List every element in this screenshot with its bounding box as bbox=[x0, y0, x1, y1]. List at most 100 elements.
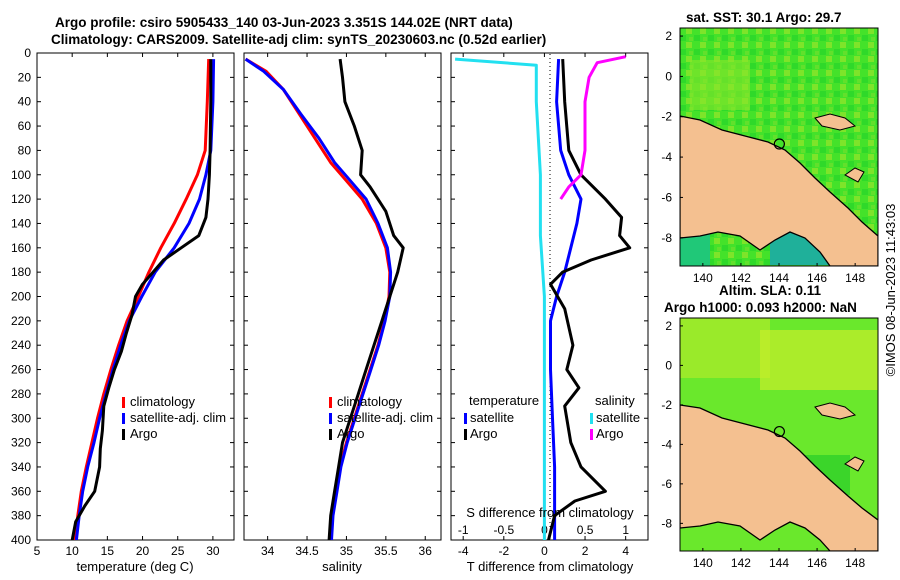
legend-swatch-climatology bbox=[122, 397, 125, 408]
sla-float-marker bbox=[773, 425, 785, 438]
sst-island bbox=[814, 113, 857, 131]
depth-tick-label: 120 bbox=[11, 192, 31, 206]
x2tick-label: -0.5 bbox=[493, 523, 514, 537]
temperature-panel: 5 10 15 20 25 30 bbox=[34, 52, 235, 558]
depth-tick-label: 60 bbox=[18, 119, 32, 133]
series-salinity-argo bbox=[559, 55, 627, 200]
depth-tick-label: 0 bbox=[24, 46, 31, 60]
legend-swatch-climatology bbox=[329, 397, 332, 408]
xtick-label: -2 bbox=[498, 544, 509, 558]
map-xtick-label: 140 bbox=[693, 271, 713, 285]
difference-ticks: -4 -2 0 2 4-1 -0.5 0 0.5 1 bbox=[451, 52, 648, 558]
xtick-label: 30 bbox=[206, 544, 220, 558]
map-ytick-label: 0 bbox=[665, 69, 672, 83]
x2tick-label: 0.5 bbox=[577, 523, 594, 537]
legend-swatch-satellite bbox=[122, 413, 125, 424]
xtick-label: 15 bbox=[101, 544, 115, 558]
sla-map-ticks: 140 142 144 146 148 2 0 -2 -4 -6 -8 bbox=[661, 319, 865, 570]
depth-tick-labels: 0 20 40 60 80 100 120 140 160 180 200 220 240 260 280 3… bbox=[11, 46, 31, 547]
map-ytick-label: -8 bbox=[661, 516, 672, 530]
depth-tick-label: 100 bbox=[11, 168, 31, 182]
legend-satellite: satellite-adj. clim bbox=[130, 410, 226, 425]
depth-tick-label: 300 bbox=[11, 411, 31, 425]
xtick-label: -4 bbox=[458, 544, 469, 558]
header-line1: Argo profile: csiro 5905433_140 03-Jun-2… bbox=[55, 15, 513, 30]
legend-satellite: satellite-adj. clim bbox=[337, 410, 433, 425]
map-ytick-label: -2 bbox=[661, 398, 672, 412]
map-xtick-label: 148 bbox=[845, 271, 865, 285]
depth-tick-label: 220 bbox=[11, 314, 31, 328]
map-ytick-label: -4 bbox=[661, 150, 672, 164]
salinity-legend: climatology satellite-adj. clim Argo bbox=[329, 394, 433, 441]
sla-high-patch bbox=[760, 330, 878, 390]
sst-map-ticks: 140 142 144 146 148 2 0 -2 -4 -6 -8 bbox=[661, 29, 865, 285]
salinity-axes bbox=[243, 52, 442, 541]
series-argo bbox=[327, 58, 405, 540]
map-xtick-label: 144 bbox=[769, 271, 789, 285]
x2tick-label: 1 bbox=[622, 523, 629, 537]
difference-x2label: S difference from climatology bbox=[466, 505, 634, 520]
depth-tick-label: 400 bbox=[11, 533, 31, 547]
legend-swatch-argo bbox=[329, 429, 332, 440]
series-salinity-satellite bbox=[454, 57, 546, 540]
depth-tick-label: 80 bbox=[18, 143, 32, 157]
map-ytick-label: -2 bbox=[661, 110, 672, 124]
legend-swatch-satellite bbox=[329, 413, 332, 424]
difference-xlabel: T difference from climatology bbox=[467, 559, 634, 574]
depth-tick-label: 240 bbox=[11, 338, 31, 352]
sla-map: 140 142 144 146 148 2 0 -2 -4 -6 -8 bbox=[661, 317, 879, 570]
xtick-label: 25 bbox=[171, 544, 185, 558]
legend-climatology: climatology bbox=[130, 394, 196, 409]
legend-sal-satellite: satellite bbox=[596, 410, 640, 425]
depth-tick-label: 280 bbox=[11, 387, 31, 401]
sst-warm-patch bbox=[690, 60, 750, 110]
sla-island bbox=[844, 456, 865, 472]
temperature-ticks: 5 10 15 20 25 30 bbox=[34, 52, 234, 558]
temperature-legend: climatology satellite-adj. clim Argo bbox=[122, 394, 226, 441]
legend-climatology: climatology bbox=[337, 394, 403, 409]
map-ytick-label: -6 bbox=[661, 190, 672, 204]
sla-island bbox=[814, 402, 857, 420]
map-xtick-label: 146 bbox=[807, 556, 827, 570]
depth-tick-label: 140 bbox=[11, 216, 31, 230]
depth-tick-label: 320 bbox=[11, 436, 31, 450]
temperature-xlabel: temperature (deg C) bbox=[76, 559, 193, 574]
map-xtick-label: 146 bbox=[807, 271, 827, 285]
legend-swatch-temp-argo bbox=[464, 429, 467, 440]
xtick-label: 36 bbox=[419, 544, 433, 558]
difference-legend: temperature satellite Argo salinity sate… bbox=[464, 393, 640, 441]
header-line2: Climatology: CARS2009. Satellite-adj cli… bbox=[51, 32, 547, 47]
legend-swatch-sal-satellite bbox=[590, 413, 593, 424]
salinity-xlabel: salinity bbox=[322, 559, 362, 574]
temperature-lines bbox=[70, 59, 216, 540]
depth-tick-label: 380 bbox=[11, 509, 31, 523]
series-satellite-adj-clim bbox=[244, 57, 393, 540]
map-ytick-label: 0 bbox=[665, 358, 672, 372]
series-argo bbox=[70, 59, 213, 540]
difference-lines bbox=[454, 55, 632, 540]
difference-panel: -4 -2 0 2 4-1 -0.5 0 0.5 1 bbox=[450, 52, 649, 558]
sla-high-patch bbox=[680, 318, 770, 378]
depth-tick-label: 40 bbox=[18, 95, 32, 109]
map-xtick-label: 142 bbox=[731, 271, 751, 285]
imos-credit: ©IMOS 08-Jun-2023 11:43:03 bbox=[883, 204, 898, 377]
map-xtick-label: 144 bbox=[769, 556, 789, 570]
xtick-label: 10 bbox=[65, 544, 79, 558]
sst-float-marker bbox=[773, 138, 785, 150]
legend-argo: Argo bbox=[337, 426, 364, 441]
xtick-label: 34.5 bbox=[295, 544, 319, 558]
legend-sal-argo: Argo bbox=[596, 426, 623, 441]
salinity-panel: 34 34.5 35 35.5 36 bbox=[243, 52, 442, 558]
salinity-ticks: 34 34.5 35 35.5 36 bbox=[244, 52, 441, 558]
depth-tick-label: 180 bbox=[11, 265, 31, 279]
xtick-label: 34 bbox=[261, 544, 275, 558]
legend-temperature-title: temperature bbox=[469, 393, 539, 408]
map-ytick-label: -8 bbox=[661, 231, 672, 245]
sla-land bbox=[680, 404, 878, 551]
depth-tick-label: 360 bbox=[11, 484, 31, 498]
legend-swatch-argo bbox=[122, 429, 125, 440]
sla-map-title-line2: Argo h1000: 0.093 h2000: NaN bbox=[664, 300, 857, 315]
xtick-label: 2 bbox=[582, 544, 589, 558]
sst-land bbox=[680, 115, 878, 266]
